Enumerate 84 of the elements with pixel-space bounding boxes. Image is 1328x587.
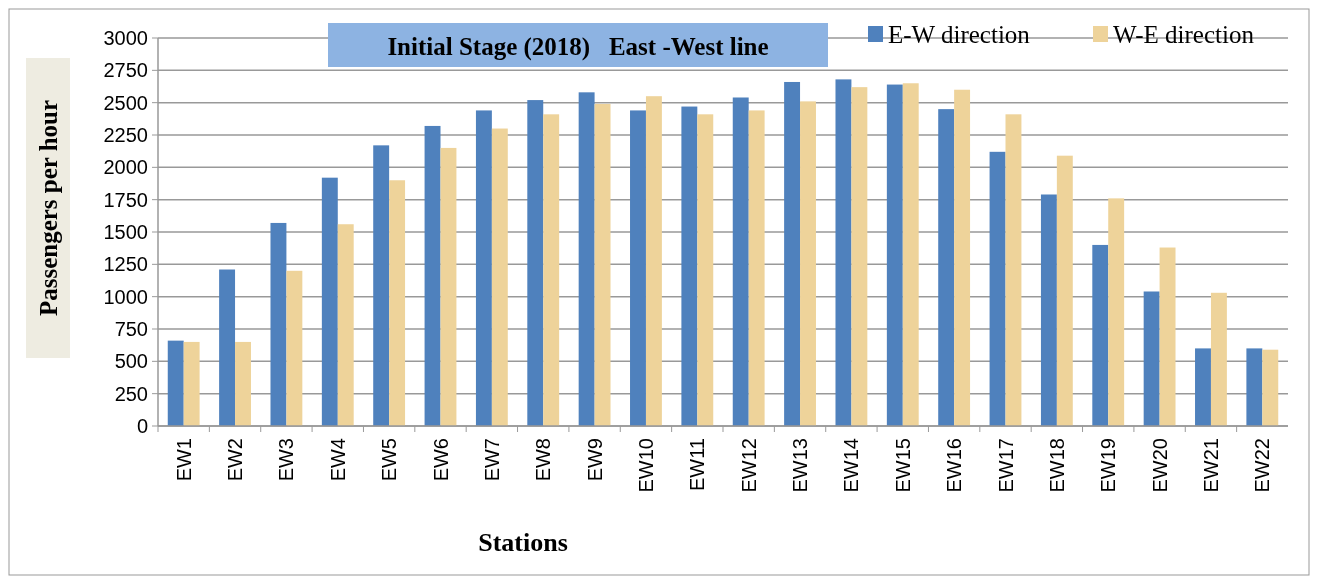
bar	[270, 222, 287, 426]
x-tick-label: EW13	[789, 438, 812, 493]
bar	[954, 89, 971, 426]
x-tick-label: EW19	[1097, 438, 1120, 493]
x-tick-label: EW5	[378, 438, 401, 482]
x-tick-label: EW4	[326, 438, 349, 482]
bar	[286, 270, 303, 426]
x-tick-label: EW15	[891, 438, 914, 493]
bar	[527, 100, 544, 426]
x-tick-label: EW20	[1148, 438, 1171, 493]
bar	[851, 87, 868, 426]
y-tick-label: 1000	[103, 285, 148, 308]
x-axis-title: Stations	[478, 528, 568, 557]
x-tick-label: EW10	[634, 438, 657, 493]
bar	[373, 145, 390, 426]
chart-title: Initial Stage (2018) East -West line	[387, 32, 769, 61]
x-tick-label: EW18	[1045, 438, 1068, 493]
bar	[938, 109, 955, 426]
bar	[1210, 292, 1227, 426]
y-tick-label: 2250	[103, 124, 148, 146]
bar	[732, 97, 749, 426]
bar	[235, 341, 251, 426]
bar	[167, 340, 184, 426]
y-tick-label: 1250	[103, 253, 148, 276]
x-tick-label: EW14	[840, 438, 863, 493]
x-tick-label: EW22	[1251, 438, 1274, 493]
bar	[1143, 291, 1160, 426]
bar	[543, 114, 560, 426]
bar	[321, 177, 338, 426]
bar	[475, 110, 492, 426]
bar	[1092, 244, 1109, 426]
bar	[440, 147, 457, 426]
y-tick-label: 1500	[103, 221, 148, 243]
y-tick-label: 2750	[103, 59, 148, 82]
bar	[424, 125, 441, 426]
y-tick-label: 3000	[103, 27, 148, 49]
bar	[835, 79, 852, 426]
x-tick-label: EW8	[532, 438, 555, 482]
bar	[1262, 349, 1279, 426]
y-axis-title: Passengers per hour	[34, 99, 62, 317]
bar	[886, 84, 903, 426]
bar	[1040, 194, 1057, 426]
y-tick-label: 2500	[103, 91, 148, 114]
bar	[630, 110, 646, 426]
x-tick-label: EW16	[943, 438, 966, 493]
bar	[681, 106, 698, 426]
bar	[578, 92, 595, 426]
x-tick-label: EW7	[480, 438, 503, 482]
bar	[1195, 348, 1211, 426]
bar	[1159, 247, 1176, 426]
y-tick-label: 2000	[103, 156, 148, 179]
x-tick-label: EW11	[686, 438, 709, 491]
bar	[697, 114, 714, 426]
x-tick-label: EW3	[275, 438, 298, 482]
bar	[989, 151, 1006, 426]
y-tick-label: 250	[114, 382, 148, 405]
x-tick-label: EW1	[172, 438, 195, 482]
y-tick-label: 750	[114, 318, 148, 340]
bar	[800, 101, 816, 426]
x-tick-label: EW6	[429, 438, 452, 482]
bar	[645, 96, 662, 426]
bar	[748, 110, 765, 426]
x-tick-label: EW9	[583, 438, 606, 482]
bar	[337, 224, 354, 426]
x-tick-label: EW21	[1199, 438, 1222, 493]
bar	[1108, 198, 1125, 426]
x-tick-label: EW2	[224, 438, 247, 482]
legend-label: W-E direction	[1113, 20, 1255, 48]
bar	[183, 341, 200, 426]
bar	[491, 128, 508, 426]
bar	[784, 81, 801, 426]
bar	[1056, 155, 1073, 426]
bar	[1005, 114, 1022, 426]
bar	[219, 269, 236, 426]
bar	[1246, 348, 1263, 426]
bar	[594, 103, 611, 426]
x-tick-label: EW17	[994, 438, 1017, 493]
x-tick-label: EW12	[737, 438, 760, 493]
y-tick-label: 500	[114, 350, 148, 373]
y-tick-label: 1750	[103, 188, 148, 211]
y-tick-label: 0	[136, 415, 148, 437]
bar	[389, 180, 406, 426]
bar	[902, 83, 919, 426]
legend-label: E-W direction	[888, 20, 1031, 48]
